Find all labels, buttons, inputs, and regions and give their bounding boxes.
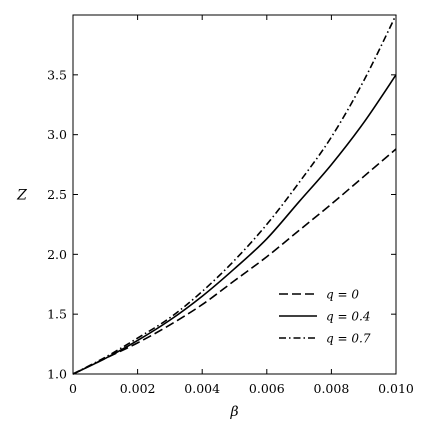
legend: q = 0 q = 0.4 q = 0.7 bbox=[279, 288, 371, 346]
x-tick-label: 0.006 bbox=[249, 381, 285, 396]
legend-label: q = 0.4 bbox=[326, 310, 370, 324]
y-tick-label: 2.0 bbox=[47, 247, 67, 262]
x-tick-label: 0.008 bbox=[314, 381, 350, 396]
y-tick-label: 2.5 bbox=[47, 187, 67, 202]
legend-label: q = 0 bbox=[326, 288, 359, 302]
y-tick-label: 1.0 bbox=[47, 367, 67, 382]
x-tick-label: 0.002 bbox=[120, 381, 156, 396]
x-tick-label: 0 bbox=[69, 381, 77, 396]
x-tick-label: 0.010 bbox=[378, 381, 414, 396]
series-line bbox=[72, 148, 397, 375]
series-layer bbox=[72, 14, 397, 375]
ticks-layer: 0 0.002 0.004 0.006 0.008 0.010 1.0 1.5 2.0 2.5 3.… bbox=[47, 15, 414, 396]
series-line bbox=[72, 74, 397, 375]
y-tick-label: 1.5 bbox=[47, 307, 67, 322]
x-tick-label: 0.004 bbox=[184, 381, 220, 396]
y-axis-label: Z bbox=[16, 188, 27, 204]
legend-label: q = 0.7 bbox=[326, 332, 371, 346]
plot-frame bbox=[72, 14, 397, 375]
x-axis-label: β bbox=[229, 404, 238, 420]
series-line bbox=[72, 14, 397, 375]
y-tick-label: 3.5 bbox=[47, 67, 67, 82]
y-tick-label: 3.0 bbox=[47, 127, 67, 142]
